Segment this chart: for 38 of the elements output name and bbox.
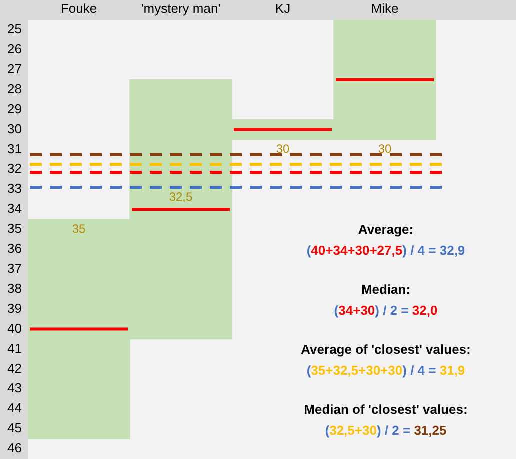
y-tick-label: 34 xyxy=(8,201,22,216)
y-tick-label: 25 xyxy=(8,22,22,37)
annotation: 32,5 xyxy=(169,190,193,204)
y-tick-label: 28 xyxy=(8,81,22,96)
y-tick-label: 41 xyxy=(8,340,22,356)
annotation: 30 xyxy=(276,142,290,156)
y-tick-label: 27 xyxy=(8,61,22,76)
y-tick-label: 36 xyxy=(8,241,22,256)
annotation: (40+34+30+27,5) / 4 = 32,9 xyxy=(306,243,466,258)
y-tick-label: 31 xyxy=(8,141,22,156)
y-tick-label: 39 xyxy=(8,300,22,316)
y-tick-label: 43 xyxy=(8,380,22,396)
annotation: 30 xyxy=(378,142,392,156)
y-tick-label: 37 xyxy=(8,261,22,276)
y-tick-label: 33 xyxy=(8,181,22,196)
annotation: (34+30) / 2 = 32,0 xyxy=(334,303,438,318)
y-tick-label: 45 xyxy=(8,420,22,436)
annotation: Average of 'closest' values: xyxy=(300,341,472,359)
y-tick-label: 38 xyxy=(8,280,22,296)
annotation: 35 xyxy=(72,222,86,236)
annotation: (35+32,5+30+30) / 4 = 31,9 xyxy=(306,363,466,378)
y-tick-label: 42 xyxy=(8,360,22,376)
y-tick-label: 35 xyxy=(8,221,22,236)
x-tick-label: Mike xyxy=(371,0,399,16)
y-tick-label: 29 xyxy=(8,101,22,116)
x-tick-label: 'mystery man' xyxy=(141,0,221,16)
annotation: Average: xyxy=(357,221,415,239)
y-tick-label: 40 xyxy=(8,320,22,336)
annotation: Median: xyxy=(360,281,412,299)
y-tick-label: 30 xyxy=(8,121,22,136)
annotation: (32,5+30) / 2 = 31,25 xyxy=(325,423,447,438)
y-tick-label: 32 xyxy=(8,161,22,176)
y-tick-label: 26 xyxy=(8,42,22,57)
x-tick-label: KJ xyxy=(275,0,291,16)
x-tick-label: Fouke xyxy=(60,0,98,16)
y-tick-label: 44 xyxy=(8,400,22,416)
y-tick-label: 46 xyxy=(8,440,22,456)
annotation: Median of 'closest' values: xyxy=(303,401,469,419)
